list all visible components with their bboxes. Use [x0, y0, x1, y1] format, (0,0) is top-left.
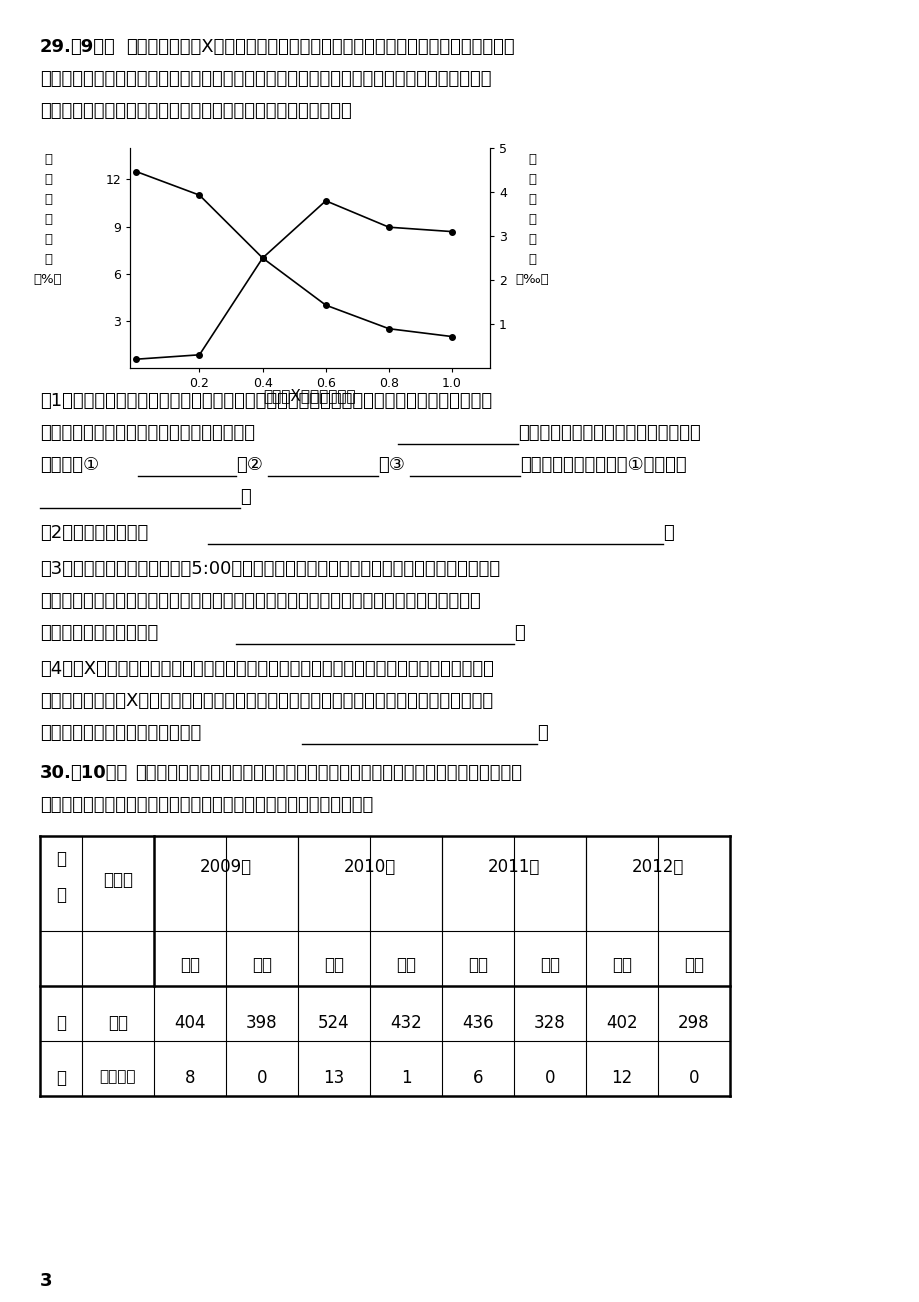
- Text: 8: 8: [185, 1069, 195, 1087]
- Text: 状: 状: [56, 885, 66, 904]
- Text: 3: 3: [40, 1272, 52, 1290]
- Text: 女生: 女生: [539, 956, 560, 974]
- Text: （1）生物兴趣小组的实验流程大致是：用不同浓度的诱变剂处理洋葱、获取洋葱根尖、制作洋: （1）生物兴趣小组的实验流程大致是：用不同浓度的诱变剂处理洋葱、获取洋葱根尖、制…: [40, 392, 492, 410]
- Text: 指: 指: [44, 233, 52, 246]
- Text: 398: 398: [246, 1014, 278, 1032]
- Text: 328: 328: [534, 1014, 565, 1032]
- Text: 1: 1: [401, 1069, 411, 1087]
- Text: 男生: 男生: [180, 956, 199, 974]
- Text: （‰）: （‰）: [515, 273, 549, 286]
- Text: 分: 分: [44, 193, 52, 206]
- Text: 2009届: 2009届: [199, 858, 252, 876]
- Text: 298: 298: [677, 1014, 709, 1032]
- Text: 女生: 女生: [683, 956, 703, 974]
- Text: （%）: （%）: [34, 273, 62, 286]
- Text: 正常: 正常: [108, 1014, 128, 1032]
- Text: 裂: 裂: [44, 214, 52, 227]
- Text: 、③: 、③: [378, 456, 404, 474]
- Text: 时包括了①: 时包括了①: [40, 456, 99, 474]
- Text: 色: 色: [56, 1014, 66, 1032]
- Text: 诱变剂X的溶液的浓度: 诱变剂X的溶液的浓度: [264, 388, 356, 404]
- Text: 某生物兴趣小组的同学利用本校连续四年来全体学生的体检结果对全体学生进行红: 某生物兴趣小组的同学利用本校连续四年来全体学生的体检结果对全体学生进行红: [135, 764, 521, 783]
- Text: 红绿色盲: 红绿色盲: [99, 1069, 136, 1085]
- Text: 。: 。: [537, 724, 547, 742]
- Text: （10分）: （10分）: [70, 764, 127, 783]
- Text: 0: 0: [256, 1069, 267, 1087]
- Text: 为探究某诱变剂X对植物细胞增殖、遗传、变异等生命活动的影响，某生物兴趣小: 为探究某诱变剂X对植物细胞增殖、遗传、变异等生命活动的影响，某生物兴趣小: [126, 38, 514, 56]
- Text: 出现此实验结果的原因是: 出现此实验结果的原因是: [40, 624, 158, 642]
- Text: 0: 0: [544, 1069, 555, 1087]
- Text: 402: 402: [606, 1014, 637, 1032]
- Text: 绿色盲发病情况的调查，结果汇总如下表，请根据表中数据分析回答：: 绿色盲发病情况的调查，结果汇总如下表，请根据表中数据分析回答：: [40, 796, 373, 814]
- Text: 2011届: 2011届: [487, 858, 539, 876]
- Text: 体: 体: [528, 193, 536, 206]
- Text: 6: 6: [472, 1069, 482, 1087]
- Text: 变: 变: [528, 233, 536, 246]
- Text: 男生: 男生: [323, 956, 344, 974]
- Text: 。: 。: [240, 488, 251, 506]
- Text: 404: 404: [174, 1014, 206, 1032]
- Text: 组以洋葱为材料进行了相关实验，结果见下表（所使用不同浓度的溶液不会使细胞死亡）。请回: 组以洋葱为材料进行了相关实验，结果见下表（所使用不同浓度的溶液不会使细胞死亡）。…: [40, 70, 491, 89]
- Text: 葱根尖有丝分裂临时装片、镜检、统计并计算: 葱根尖有丝分裂临时装片、镜检、统计并计算: [40, 424, 255, 441]
- Text: 29.: 29.: [40, 38, 72, 56]
- Text: 发现：用高浓度的X溶液处理后，细胞出现染色体加倍、染色体缺失等染色体畸变的概率降低，: 发现：用高浓度的X溶液处理后，细胞出现染色体加倍、染色体缺失等染色体畸变的概率降…: [40, 691, 493, 710]
- Text: 。其中制作洋葱根尖有丝分裂临时装片: 。其中制作洋葱根尖有丝分裂临时装片: [517, 424, 700, 441]
- Text: 色: 色: [528, 173, 536, 186]
- Text: 畸: 畸: [528, 214, 536, 227]
- Text: 男生: 男生: [468, 956, 487, 974]
- Text: 432: 432: [390, 1014, 422, 1032]
- Text: 率: 率: [528, 253, 536, 266]
- Text: 。: 。: [514, 624, 524, 642]
- Text: 女生: 女生: [395, 956, 415, 974]
- Text: 2010届: 2010届: [344, 858, 396, 876]
- Text: （2）实验结果表明：: （2）实验结果表明：: [40, 523, 148, 542]
- Text: 指数都很低。该同学经认真的分析，认为其实验材料、过程和步骤都科学规范，请你分析导致: 指数都很低。该同学经认真的分析，认为其实验材料、过程和步骤都科学规范，请你分析导…: [40, 592, 481, 611]
- Text: 、制片等步骤，其步骤①的作用是: 、制片等步骤，其步骤①的作用是: [519, 456, 686, 474]
- Text: 。: 。: [663, 523, 673, 542]
- Text: 女生: 女生: [252, 956, 272, 974]
- Text: 524: 524: [318, 1014, 349, 1032]
- Text: 0: 0: [688, 1069, 698, 1087]
- Text: （3）小组中有一位同学在下午5:00放学后取根尖进行实验，发现实验组和对照组的有丝分裂: （3）小组中有一位同学在下午5:00放学后取根尖进行实验，发现实验组和对照组的有…: [40, 560, 500, 578]
- Text: 从细胞分裂角度分析，其原因是：: 从细胞分裂角度分析，其原因是：: [40, 724, 201, 742]
- Text: 436: 436: [461, 1014, 494, 1032]
- Text: （9分）: （9分）: [70, 38, 115, 56]
- Text: 答下列问题：（有丝分裂指数是指分裂细胞占细胞总数的百分比）: 答下列问题：（有丝分裂指数是指分裂细胞占细胞总数的百分比）: [40, 102, 351, 120]
- Text: 12: 12: [611, 1069, 632, 1087]
- Text: 染: 染: [528, 154, 536, 165]
- Text: 男生: 男生: [611, 956, 631, 974]
- Text: 2012届: 2012届: [631, 858, 684, 876]
- Text: 13: 13: [323, 1069, 345, 1087]
- Text: 觉: 觉: [56, 1069, 66, 1087]
- Text: 性: 性: [56, 850, 66, 868]
- Text: （4）经X处理后，部分细胞出现了染色体加倍、染色体缺失等染色体畸变现象。但进一步研究: （4）经X处理后，部分细胞出现了染色体加倍、染色体缺失等染色体畸变现象。但进一步…: [40, 660, 494, 678]
- Text: 丝: 丝: [44, 173, 52, 186]
- Text: 数: 数: [44, 253, 52, 266]
- Text: 有: 有: [44, 154, 52, 165]
- Text: 30.: 30.: [40, 764, 72, 783]
- Text: 表现型: 表现型: [103, 871, 133, 889]
- Text: 、②: 、②: [236, 456, 263, 474]
